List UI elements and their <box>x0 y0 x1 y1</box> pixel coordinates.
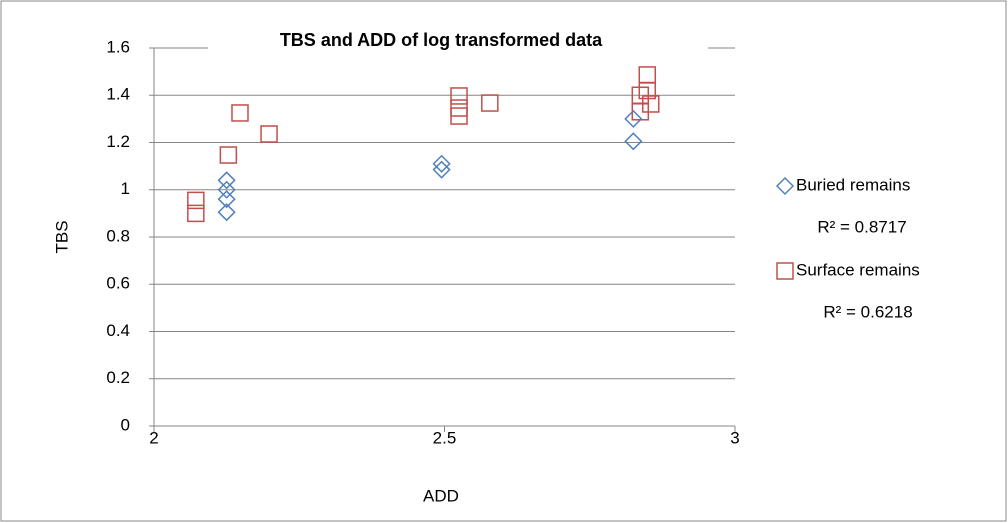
data-point <box>450 107 468 125</box>
data-point <box>432 160 451 179</box>
y-tick-label: 0.6 <box>106 274 130 293</box>
data-point <box>260 125 278 143</box>
data-point <box>217 190 236 209</box>
y-tick-label: 1.6 <box>106 37 130 56</box>
data-point <box>624 132 643 151</box>
x-tick-label: 3 <box>730 428 739 447</box>
data-point <box>187 191 205 210</box>
data-point <box>219 146 238 164</box>
data-point <box>432 154 451 173</box>
data-point <box>450 87 468 105</box>
legend-marker <box>776 262 794 280</box>
data-point <box>231 104 249 122</box>
y-axis-label: TBS <box>52 220 71 253</box>
data-point <box>217 171 236 190</box>
title-background <box>208 26 708 56</box>
x-tick-label: 2 <box>149 428 158 447</box>
y-tick-label: 0.4 <box>106 321 130 340</box>
x-axis-label: ADD <box>423 486 459 505</box>
chart-title: TBS and ADD of log transformed data <box>280 30 603 50</box>
y-tick-label: 1.2 <box>106 132 130 151</box>
y-tick-label: 1 <box>121 179 130 198</box>
data-point <box>638 81 657 100</box>
data-point <box>642 95 660 113</box>
x-tick-label: 2.5 <box>433 428 457 447</box>
data-point <box>187 204 205 223</box>
data-point <box>217 203 236 222</box>
r-squared-label: R² = 0.6218 <box>823 302 912 321</box>
data-point <box>217 180 236 199</box>
legend-label: Buried remains <box>796 175 910 194</box>
y-tick-label: 0 <box>121 415 130 434</box>
y-tick-label: 0.8 <box>106 226 130 245</box>
data-point <box>624 109 643 128</box>
data-point <box>481 94 499 112</box>
y-tick-label: 0.2 <box>106 368 130 387</box>
y-tick-label: 1.4 <box>106 85 130 104</box>
r-squared-label: R² = 0.8717 <box>817 217 906 236</box>
legend-marker <box>775 176 795 196</box>
legend-label: Surface remains <box>796 260 920 279</box>
